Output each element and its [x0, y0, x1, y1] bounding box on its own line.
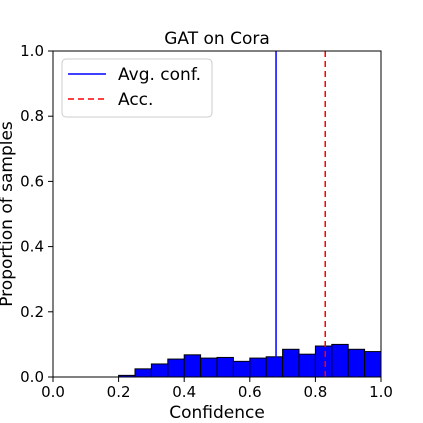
y-tick-label: 0.4	[20, 238, 44, 256]
reference-lines	[275, 51, 326, 377]
x-axis-label: Confidence	[169, 403, 265, 423]
histogram-bar	[134, 368, 152, 378]
x-ticks: 0.0 0.2 0.4 0.6 0.8 1.0	[41, 377, 393, 401]
y-ticks: 0.0 0.2 0.4 0.6 0.8 1.0	[20, 42, 53, 386]
histogram-bar	[314, 345, 333, 378]
y-tick-label: 0.6	[20, 172, 44, 190]
legend-label-avg-conf: Avg. conf.	[118, 65, 201, 85]
histogram-bar	[183, 354, 202, 378]
x-tick-label: 0.4	[172, 383, 196, 401]
y-tick-label: 0.0	[20, 368, 44, 386]
histogram-bar	[282, 348, 300, 378]
histogram-bar	[232, 360, 251, 378]
plot-frame	[52, 50, 382, 378]
y-tick-label: 0.2	[20, 303, 44, 321]
histogram-bar	[216, 356, 234, 378]
y-tick-label: 0.8	[20, 107, 44, 125]
histogram-bar	[150, 363, 169, 378]
histogram-bar	[298, 353, 316, 378]
x-tick-label: 0.8	[303, 383, 327, 401]
legend: Avg. conf. Acc.	[61, 58, 213, 118]
x-tick-label: 0.6	[238, 383, 262, 401]
histogram-bar	[200, 357, 218, 378]
histogram-bar	[265, 356, 284, 378]
legend-label-acc: Acc.	[118, 90, 153, 110]
y-axis-label: Proportion of samples	[0, 121, 17, 307]
histogram-bar	[249, 357, 267, 378]
histogram-bar	[167, 358, 185, 378]
histogram-bar	[364, 351, 382, 378]
x-tick-label: 0.2	[107, 383, 131, 401]
bars-group	[118, 343, 382, 378]
x-tick-label: 1.0	[369, 383, 393, 401]
histogram-bar	[347, 348, 366, 378]
y-tick-label: 1.0	[20, 42, 44, 60]
chart-title: GAT on Cora	[164, 29, 270, 49]
x-tick-label: 0.0	[41, 383, 65, 401]
histogram-bar	[331, 343, 349, 378]
